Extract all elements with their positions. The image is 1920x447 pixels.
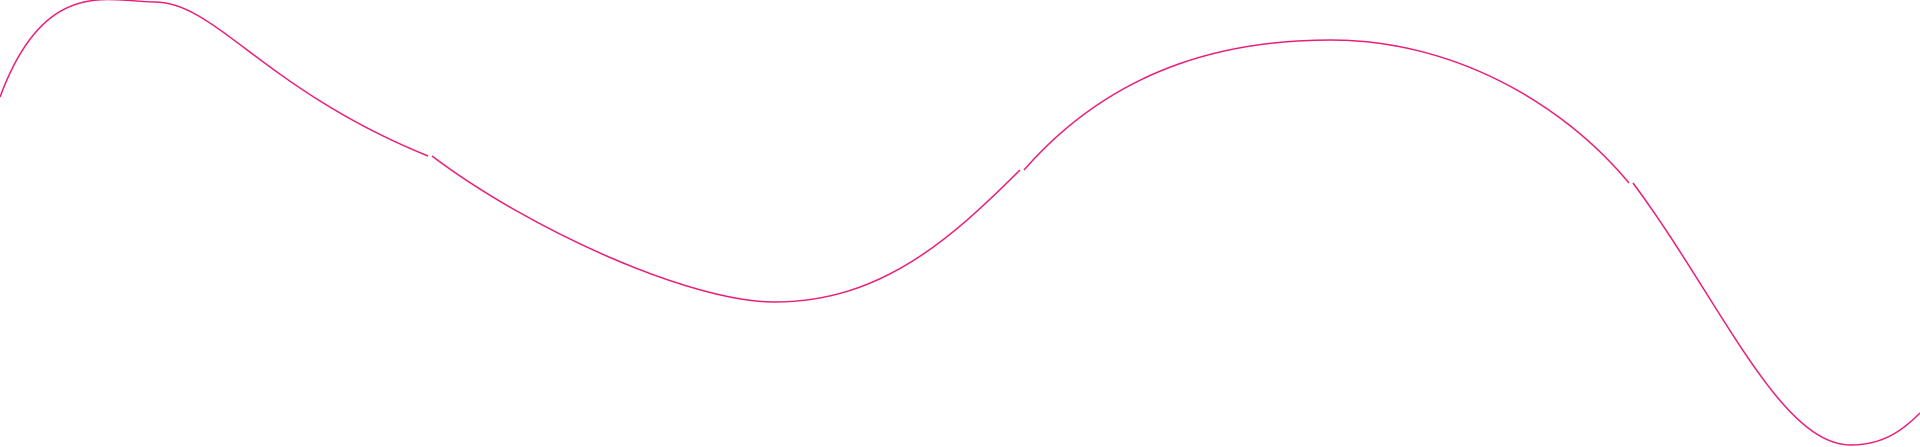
wave-segment-2	[431, 155, 1021, 303]
wave-segment-1	[0, 0, 429, 157]
wave-segment-3	[1023, 39, 1630, 184]
wave-segment-4	[1632, 182, 1920, 446]
